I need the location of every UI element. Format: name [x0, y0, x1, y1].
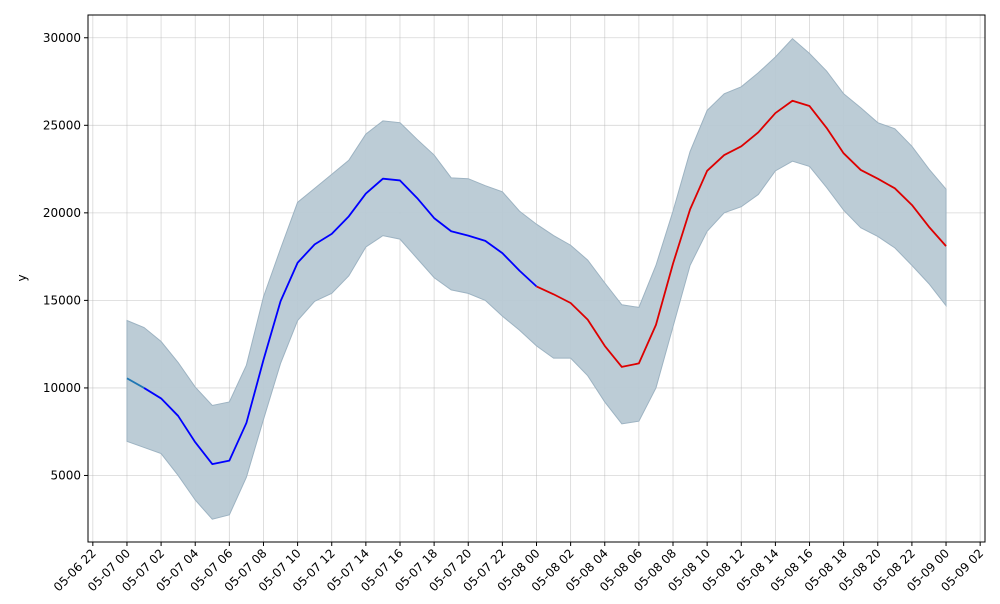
y-tick-label: 25000	[43, 118, 81, 132]
confidence-band-area	[126, 37, 947, 520]
series-line-1	[143, 177, 538, 465]
series-lines	[126, 99, 947, 465]
y-tick-label: 5000	[50, 468, 81, 482]
series-line-2	[536, 99, 947, 368]
y-tick-label: 15000	[43, 293, 81, 307]
y-axis-label: y	[15, 274, 29, 281]
series-line-0	[126, 377, 145, 389]
y-tick-label: 30000	[43, 31, 81, 45]
y-tick-label: 10000	[43, 381, 81, 395]
y-tick-label: 20000	[43, 206, 81, 220]
y-axis-ticks: 5000 10000 15000 20000 25000 30000	[43, 31, 88, 482]
confidence-band	[126, 37, 947, 520]
